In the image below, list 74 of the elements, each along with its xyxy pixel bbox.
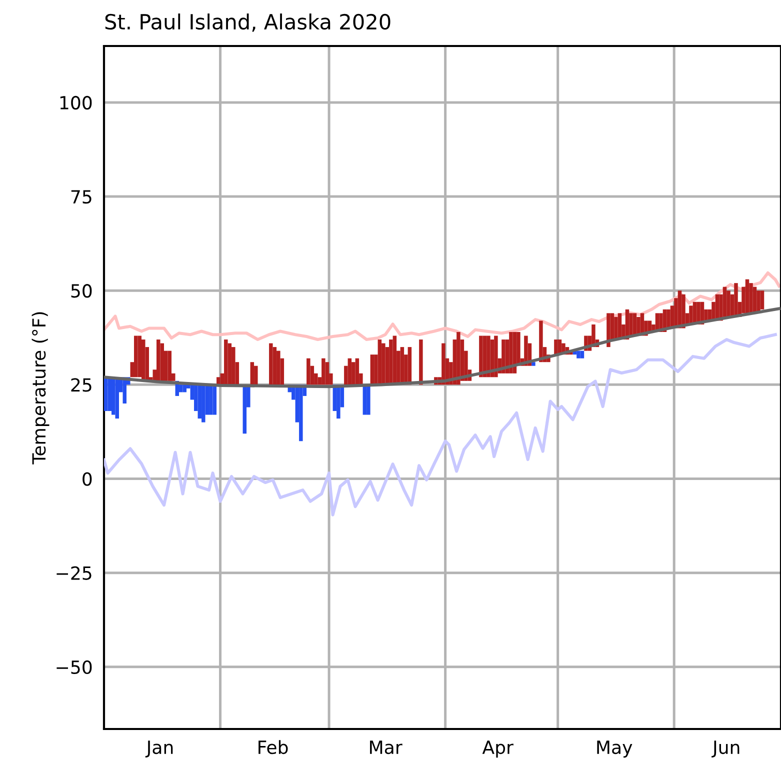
line-series: [104, 333, 777, 516]
y-tick-label: 25: [71, 378, 92, 392]
x-tick-label: Apr: [482, 740, 514, 758]
bar: [269, 343, 273, 385]
bar: [486, 336, 490, 378]
bar: [168, 350, 172, 381]
bar: [134, 336, 138, 378]
bar: [112, 377, 116, 415]
bar: [160, 343, 164, 381]
x-tick-label: Mar: [370, 740, 402, 754]
y-tick-label: 100: [60, 96, 92, 110]
x-tick-label: Feb: [258, 740, 288, 754]
bar: [179, 384, 183, 392]
bar: [378, 340, 382, 385]
bar: [370, 354, 374, 385]
bar: [722, 286, 727, 317]
bar: [276, 350, 280, 385]
bar: [322, 358, 326, 385]
bar: [442, 343, 446, 385]
y-tick-label: 50: [71, 284, 92, 298]
bar: [224, 340, 228, 385]
bar: [254, 366, 258, 385]
bar: [760, 290, 764, 310]
x-tick-label: Jan: [145, 740, 173, 758]
bar: [419, 340, 423, 385]
chart-title: St. Paul Island, Alaska 2020: [105, 14, 390, 32]
bar: [299, 384, 303, 442]
y-tick-label: −50: [56, 660, 92, 674]
x-tick-label: Jun: [712, 740, 740, 758]
bar: [336, 384, 340, 419]
bar: [580, 350, 584, 358]
bar: [745, 279, 750, 314]
line-series: [104, 271, 781, 342]
bar: [209, 384, 213, 415]
bar: [272, 347, 277, 385]
bar: [479, 336, 483, 378]
bar: [734, 283, 738, 317]
bar: [509, 332, 513, 374]
y-tick-label: 0: [82, 472, 92, 486]
bar: [629, 313, 633, 336]
bar: [202, 384, 206, 422]
bar: [232, 347, 236, 385]
bar: [228, 343, 232, 385]
y-axis-title: Temperature (°F): [32, 312, 50, 464]
bar: [532, 362, 536, 366]
bar: [539, 320, 543, 362]
bar: [666, 309, 670, 328]
bar: [494, 336, 498, 378]
bar: [156, 340, 160, 381]
bar: [198, 384, 202, 419]
bar: [138, 336, 142, 378]
bar: [382, 343, 386, 385]
bar: [306, 358, 310, 385]
line-series: [104, 307, 781, 388]
x-tick-label: May: [597, 740, 632, 758]
bar: [352, 362, 356, 385]
bar: [456, 332, 460, 385]
bar: [142, 340, 146, 381]
y-tick-label: 75: [71, 190, 92, 204]
bar: [614, 316, 618, 340]
bar: [726, 290, 730, 317]
bar: [606, 313, 610, 348]
bar: [554, 340, 558, 355]
bar: [389, 340, 393, 385]
bar: [104, 377, 108, 412]
bar: [325, 362, 330, 385]
bar: [355, 358, 360, 385]
y-tick-label: −25: [56, 566, 92, 580]
bar: [749, 283, 753, 314]
bar: [576, 350, 580, 358]
bar: [250, 362, 254, 385]
bar: [366, 384, 370, 415]
bar: [502, 340, 506, 374]
bar: [348, 358, 352, 385]
